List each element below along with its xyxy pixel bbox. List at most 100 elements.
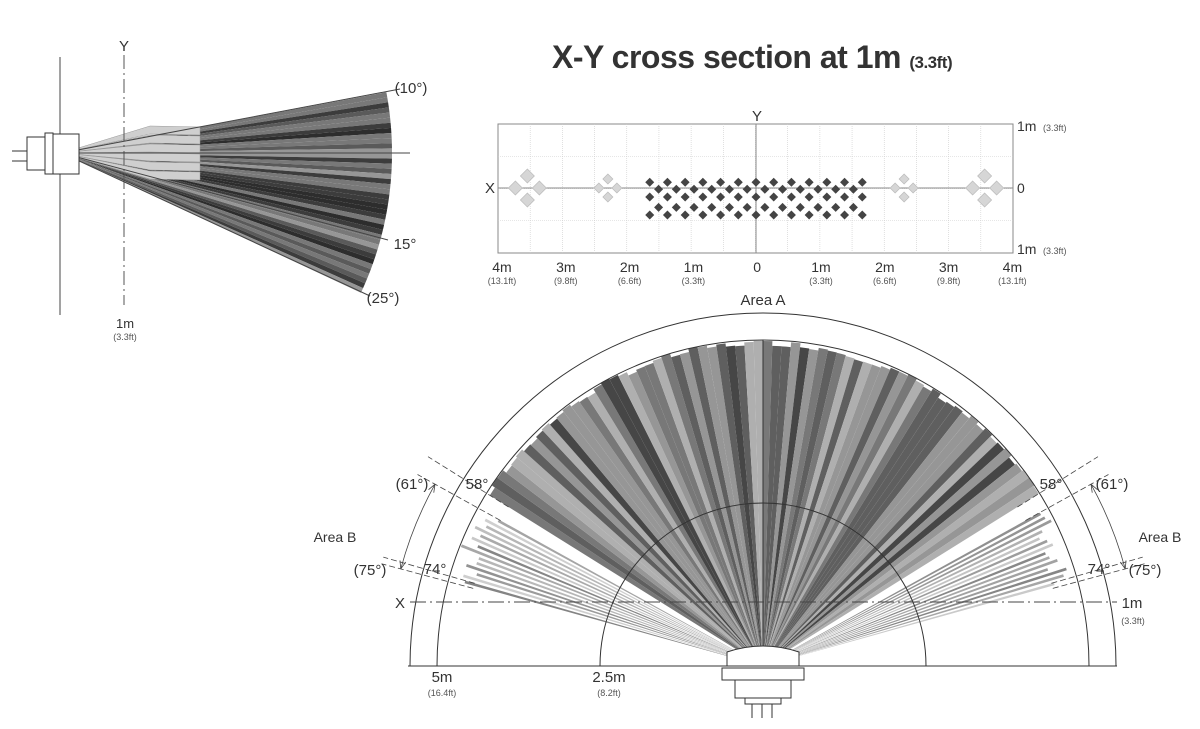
area-a-beam xyxy=(763,448,1012,666)
area-a-beam xyxy=(763,388,941,666)
area-a-beam xyxy=(763,477,1035,666)
side-beam-segment xyxy=(62,117,391,153)
area-b-beam xyxy=(465,564,763,666)
dark-spot xyxy=(786,177,796,187)
dark-spot xyxy=(698,210,708,220)
cs-bottom-label: 0 xyxy=(753,259,761,275)
area-a-beam xyxy=(600,378,763,666)
cs-bottom-label: 1m xyxy=(811,259,830,275)
cs-bottom-label: 2m xyxy=(620,259,639,275)
area-a-beam xyxy=(763,359,864,666)
cs-bottom-ft-label: (9.8ft) xyxy=(937,276,961,286)
cross-section-grid xyxy=(497,123,1014,254)
dark-spot xyxy=(645,210,655,220)
dark-spot xyxy=(857,192,867,202)
angle-lines xyxy=(381,456,1145,589)
r-2-5m-ft-label: (8.2ft) xyxy=(597,688,621,698)
area-b-beam xyxy=(763,556,1050,666)
dark-spot xyxy=(662,210,672,220)
area-b-beam xyxy=(763,567,1067,666)
angle-line-10 xyxy=(61,88,401,154)
side-beam-segment xyxy=(62,153,366,289)
angle-line-15 xyxy=(61,152,389,241)
area-a-beam xyxy=(763,428,993,666)
dark-spot xyxy=(795,184,805,194)
dark-spot xyxy=(857,177,867,187)
light-spot xyxy=(889,182,901,194)
dark-spot xyxy=(813,184,823,194)
light-spot xyxy=(593,182,605,194)
area-a-beam xyxy=(562,404,763,666)
light-spot xyxy=(977,192,993,208)
side-beam-segment xyxy=(62,153,379,250)
cs-bottom-ft-label: (13.1ft) xyxy=(488,276,517,286)
side-beam-segment xyxy=(62,153,375,265)
area-a-beam xyxy=(628,371,763,666)
area-a-beam xyxy=(763,405,963,666)
cs-bottom-label: 4m xyxy=(492,259,511,275)
cs-x-label: X xyxy=(485,180,495,197)
area-b-beam xyxy=(463,574,763,666)
area-a-beam xyxy=(679,351,763,666)
angle-15-label: 15° xyxy=(394,236,417,253)
area-b-beam xyxy=(476,561,763,666)
area-b-beam xyxy=(763,574,1064,666)
light-spot xyxy=(898,173,910,185)
area-b-beam xyxy=(763,543,1054,666)
cs-bottom-ft-label: (3.3ft) xyxy=(682,276,706,286)
area-b-beam xyxy=(763,568,1049,666)
area-b-beam xyxy=(474,525,763,666)
right-74-label: 74° xyxy=(1088,561,1111,578)
dark-spot xyxy=(769,210,779,220)
dark-spot xyxy=(724,184,734,194)
area-b-beam xyxy=(763,512,1042,666)
area-b-beam xyxy=(464,580,763,666)
angle-ray-left xyxy=(381,563,474,589)
title-ft-text: (3.3ft) xyxy=(909,53,952,72)
dark-spot xyxy=(769,177,779,187)
top-sensor-icon xyxy=(721,645,805,718)
dark-spot xyxy=(680,210,690,220)
r-2-5m-label: 2.5m xyxy=(592,669,625,686)
area-a-beam xyxy=(763,345,782,666)
light-spot xyxy=(907,182,919,194)
dark-spot xyxy=(698,192,708,202)
dark-spot xyxy=(795,202,805,212)
right-75-label: (75°) xyxy=(1129,562,1162,579)
top-view: Area A Area B Area B (61°) 58° (75°) 74°… xyxy=(314,292,1181,718)
arrowhead xyxy=(1090,483,1098,493)
dark-spot xyxy=(751,177,761,187)
dark-spot xyxy=(742,202,752,212)
area-a-beam xyxy=(763,364,881,666)
area-a-beam xyxy=(744,341,763,666)
dark-spot xyxy=(840,192,850,202)
area-a-beam xyxy=(763,457,1015,666)
area-b-beam xyxy=(763,516,1046,666)
cs-right-label: 0 xyxy=(1017,180,1025,196)
side-beam-segment xyxy=(62,153,376,260)
dark-spot xyxy=(680,177,690,187)
angle-10-label: (10°) xyxy=(395,80,428,97)
dark-spot xyxy=(751,192,761,202)
area-a-beam xyxy=(763,347,810,666)
area-b-beam xyxy=(763,539,1048,666)
light-spot xyxy=(519,192,535,208)
cs-bottom-label: 3m xyxy=(556,259,575,275)
arrowhead xyxy=(399,560,407,570)
dark-spot xyxy=(804,177,814,187)
area-b-arc-arrow xyxy=(400,484,436,570)
dark-spot xyxy=(840,177,850,187)
dark-spot xyxy=(751,210,761,220)
dark-spot xyxy=(671,202,681,212)
cs-bottom-ft-label: (6.6ft) xyxy=(618,276,642,286)
side-near-beam xyxy=(61,152,201,172)
dark-spot xyxy=(689,184,699,194)
area-a-beam xyxy=(609,375,763,666)
area-b-left-label: Area B xyxy=(314,529,357,545)
left-58-label: 58° xyxy=(466,476,489,493)
angle-ray-left xyxy=(383,556,475,584)
area-b-beam xyxy=(763,582,1055,666)
cs-bottom-labels: 4m(13.1ft)3m(9.8ft)2m(6.6ft)1m(3.3ft)0 1m… xyxy=(488,259,1027,286)
cs-bottom-ft-label: (3.3ft) xyxy=(809,276,833,286)
